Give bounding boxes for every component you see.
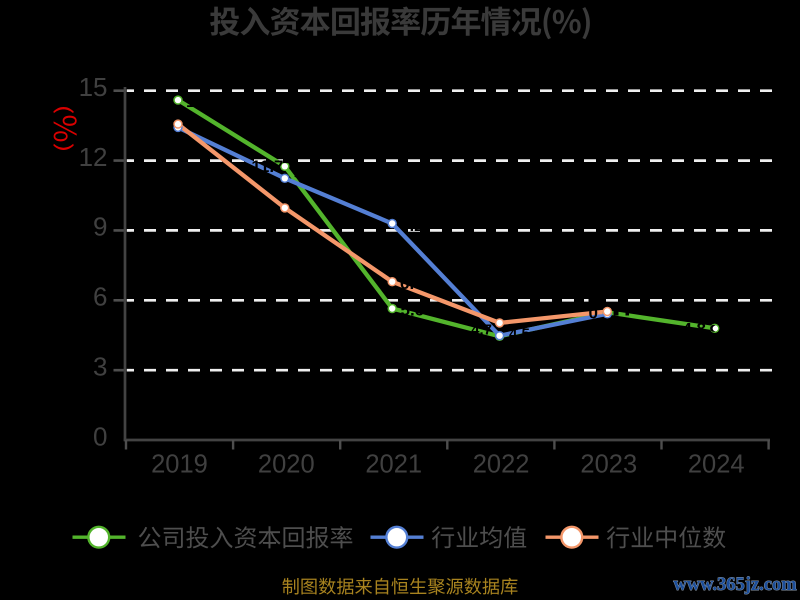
svg-text:www.365jz.com: www.365jz.com [673,575,797,595]
svg-text:11.7: 11.7 [251,157,283,176]
svg-text:14.6: 14.6 [186,92,219,111]
svg-text:3: 3 [93,352,107,382]
svg-text:0: 0 [589,304,598,323]
svg-text:2021: 2021 [365,451,422,479]
svg-text:2024: 2024 [688,451,745,479]
svg-text:12: 12 [79,142,108,172]
svg-text:2020: 2020 [258,451,315,479]
svg-text:4.8: 4.8 [682,320,706,339]
svg-text:15: 15 [79,72,108,102]
svg-text:5.6: 5.6 [401,301,425,320]
svg-text:0: 0 [93,421,107,451]
svg-text:2019: 2019 [151,451,208,479]
svg-text:6: 6 [93,282,107,312]
svg-text:2022: 2022 [473,451,530,479]
svg-text:9.2: 9.2 [400,216,424,235]
svg-text:6.8: 6.8 [400,274,424,293]
svg-text:4.7: 4.7 [471,322,492,339]
svg-text:9: 9 [93,212,107,242]
svg-text:2023: 2023 [580,451,637,479]
svg-text:4.5: 4.5 [509,326,530,343]
